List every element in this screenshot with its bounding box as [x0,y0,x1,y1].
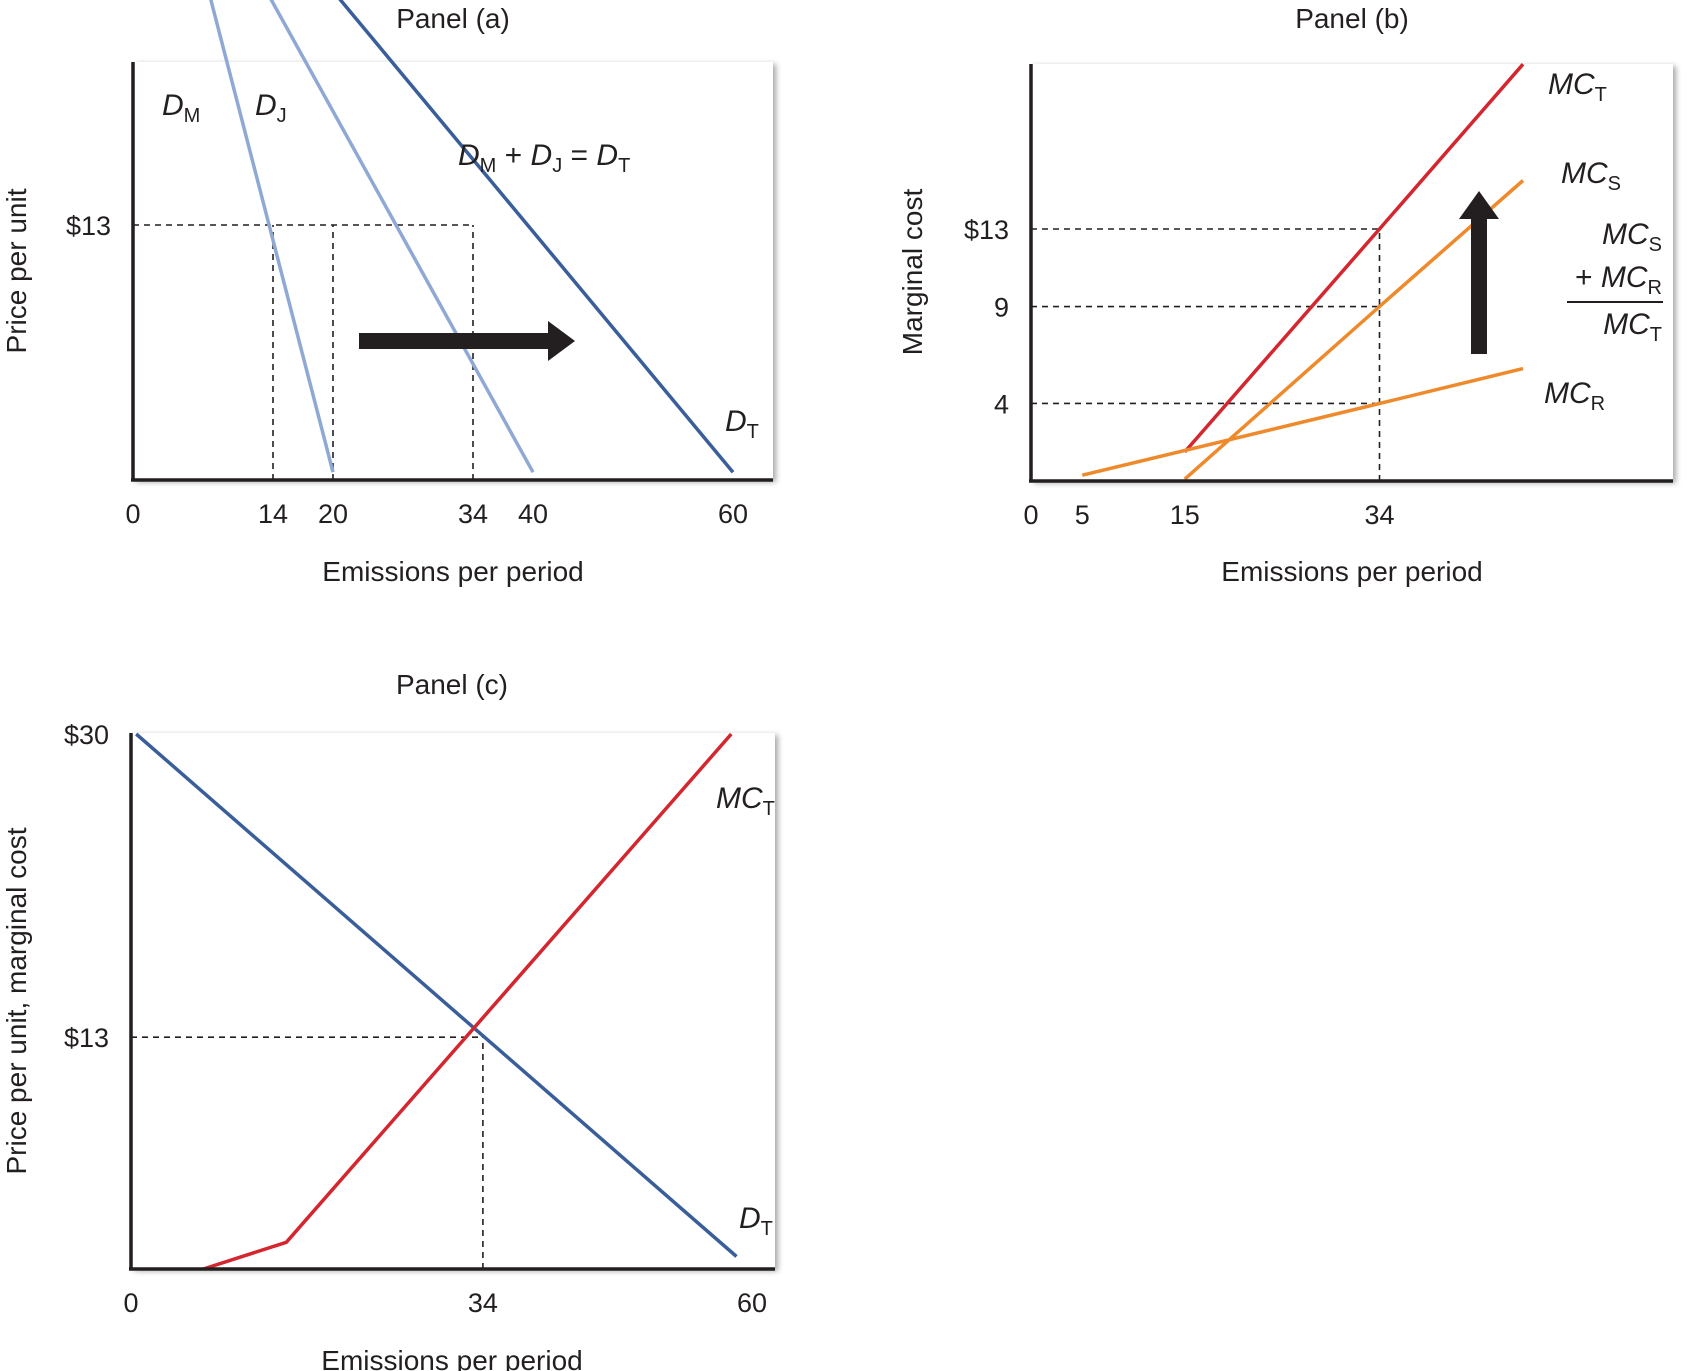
panel-c-x-tick-60: 60 [737,1288,767,1318]
panel-a-curve-labels: DM DJ DT DM + DJ = DT [162,89,759,443]
panel-a-curve-dj [269,0,535,474]
panel-b-sum-line1: MCS [1602,218,1662,256]
panel-c: Panel (c) 0 34 60 $13 $30 Emissions per peri… [1,669,775,1371]
panel-b-curve-mcr [1081,366,1524,477]
panel-c-curve-mct [202,732,733,1271]
panel-c-label-dt: DT [739,1202,773,1240]
panel-b-title: Panel (b) [1295,3,1409,34]
panel-c-curve-labels: MCT DT [716,782,775,1240]
panel-a-x-tick-60: 60 [718,499,748,529]
panel-c-curve-dt [135,732,738,1258]
panel-c-y-axis-label: Price per unit, marginal cost [1,827,32,1174]
panel-c-y-tick-30: $30 [64,720,109,750]
panel-b-x-tick-0: 0 [1023,500,1038,530]
panel-b-x-tick-34: 34 [1364,500,1394,530]
panel-a-y-tick-13: $13 [66,211,111,241]
panel-a-reference-lines [133,224,474,480]
panel-b-sum-label: MCS + MCR MCT [1567,218,1663,346]
panel-b-label-mcr: MCR [1544,377,1605,415]
panel-c-title: Panel (c) [396,669,508,700]
panel-a-x-tick-14: 14 [258,499,288,529]
panel-b-y-tick-9: 9 [994,293,1009,323]
right-arrow-icon [359,321,575,361]
panel-a-shift-arrow [359,321,575,361]
panel-a: Panel (a) 0 14 20 34 40 60 $13 Emissions per p… [1,0,773,587]
panel-c-axes [129,733,775,1271]
panel-b-sum-result: MCT [1603,308,1662,346]
panel-a-x-axis-label: Emissions per period [322,556,583,587]
panel-a-title: Panel (a) [396,3,510,34]
panel-c-x-axis-label: Emissions per period [321,1345,582,1371]
panel-a-x-tick-20: 20 [318,499,348,529]
up-arrow-icon [1459,191,1499,354]
panel-b-tick-labels: 0 5 15 34 4 9 $13 [964,215,1395,530]
panel-c-reference-lines [131,1036,484,1269]
panel-b-x-tick-15: 15 [1170,500,1200,530]
panel-c-y-tick-13: $13 [64,1023,109,1053]
panel-b-y-axis-label: Marginal cost [897,189,928,356]
panel-b-y-tick-13: $13 [964,215,1009,245]
panel-b-label-mcs: MCS [1561,157,1621,195]
panel-b-label-mct: MCT [1548,68,1607,106]
panel-a-curve-dm [209,0,335,473]
panel-b-shift-arrow [1459,191,1499,354]
panel-c-tick-labels: 0 34 60 $13 $30 [64,720,767,1318]
panel-a-label-dm: DM [162,89,200,127]
panel-c-x-tick-34: 34 [468,1288,498,1318]
panel-a-x-tick-0: 0 [125,499,140,529]
panel-b: Panel (b) 0 5 15 34 4 9 $13 Emissions per peri… [897,3,1673,587]
panel-a-curve-dt [338,0,735,474]
panel-b-x-axis-label: Emissions per period [1221,556,1482,587]
panel-a-plot-background [133,62,773,480]
panel-b-curve-mct [1183,63,1525,454]
panel-b-x-tick-5: 5 [1075,500,1090,530]
panel-b-reference-lines [1031,228,1381,481]
panel-a-y-axis-label: Price per unit [1,188,32,353]
panel-b-curve-labels: MCT MCS MCR MCS + MCR MCT [1544,68,1663,415]
panel-b-sum-line2: + MCR [1575,261,1662,299]
panel-a-tick-labels: 0 14 20 34 40 60 $13 [66,211,748,529]
panel-c-series [135,732,738,1271]
panel-a-label-dj: DJ [255,89,287,127]
panel-c-label-mct: MCT [716,782,775,820]
panel-a-axes [131,62,773,482]
panel-a-series [209,0,735,474]
panel-c-x-tick-0: 0 [123,1288,138,1318]
panel-b-axes [1029,64,1673,483]
panel-b-y-tick-4: 4 [994,389,1009,419]
panel-a-equation: DM + DJ = DT [458,139,630,177]
panel-a-x-tick-40: 40 [518,499,548,529]
panel-a-x-tick-34: 34 [458,499,488,529]
panel-a-label-dt: DT [725,405,759,443]
